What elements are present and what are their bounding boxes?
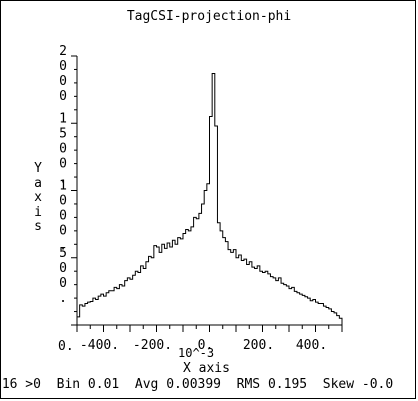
x-tick-label: 200.: [243, 338, 274, 353]
stat-avg: Avg 0.00399: [134, 377, 221, 392]
x-tick-label: -400.: [80, 338, 119, 353]
statistics-line: 916 >0 Bin 0.01 Avg 0.00399 RMS 0.195 Sk…: [0, 378, 393, 392]
chart-title: TagCSI-projection-phi: [126, 9, 292, 24]
x-tick-label: -200.: [133, 338, 172, 353]
x-axis-exponent: 10^-3: [178, 346, 215, 360]
stat-rms: RMS 0.195: [236, 377, 308, 392]
x-tick-label: 0.: [198, 338, 214, 353]
x-axis-label: X axis: [183, 361, 230, 376]
stat-entries: 916 >0: [0, 377, 41, 392]
stat-bin: Bin 0.01: [56, 377, 120, 392]
y-axis-label: Y axis: [34, 161, 42, 234]
x-tick-label: 400.: [296, 338, 327, 353]
y-tick-label-zero: 0.: [58, 339, 74, 354]
stat-skew: Skew -0.0: [322, 377, 394, 392]
histogram-outline: [76, 72, 343, 325]
